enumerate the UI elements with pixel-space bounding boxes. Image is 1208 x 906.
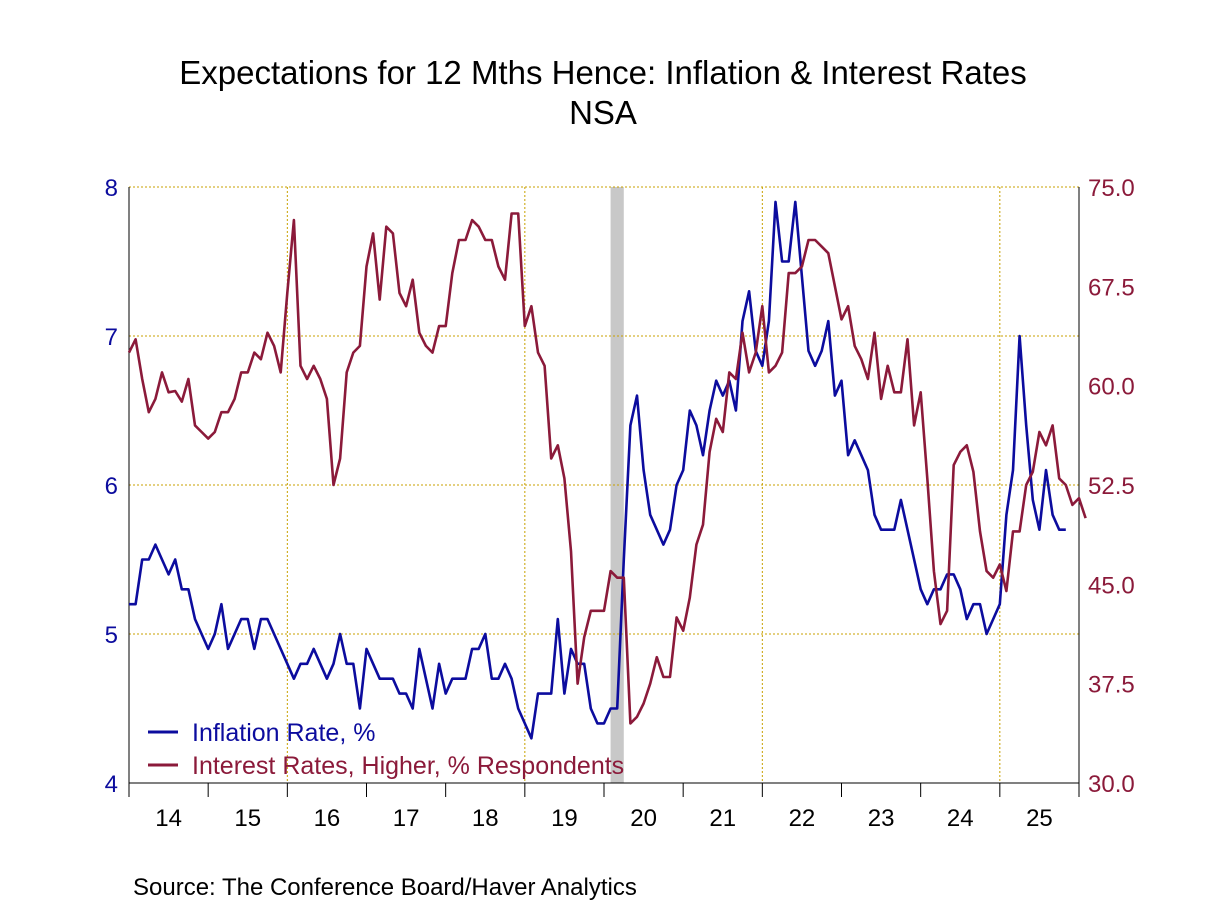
y-right-tick-label: 75.0 — [1088, 175, 1135, 202]
y-right-tick-label: 67.5 — [1088, 274, 1135, 301]
series-inflation-rate-line — [129, 200, 1066, 740]
legend: Inflation Rate, % Interest Rates, Higher… — [148, 719, 624, 780]
x-tick-label: 22 — [789, 805, 816, 832]
x-tick-label: 16 — [314, 805, 341, 832]
y-left-tick-label: 7 — [105, 324, 118, 351]
tick-labels: 4 5 6 7 8 30.0 37.5 45.0 52.5 60.0 67.5 75.0 14 15 16 1… — [105, 175, 1135, 832]
x-tick-label: 14 — [155, 805, 182, 832]
y-left-tick-label: 8 — [105, 175, 118, 202]
gridlines — [129, 186, 1079, 783]
chart-title: Expectations for 12 Mths Hence: Inflatio… — [179, 54, 1026, 91]
y-right-tick-label: 45.0 — [1088, 572, 1135, 599]
x-tick-label: 19 — [551, 805, 578, 832]
legend-label-inflation-rate: Inflation Rate, % — [192, 719, 375, 747]
y-left-tick-label: 6 — [105, 473, 118, 500]
x-tick-label: 23 — [868, 805, 895, 832]
y-left-tick-label: 4 — [105, 771, 118, 798]
legend-label-interest-rates: Interest Rates, Higher, % Respondents — [192, 752, 624, 780]
x-tick-label: 21 — [709, 805, 736, 832]
series-lines — [127, 200, 1087, 740]
y-right-tick-label: 52.5 — [1088, 473, 1135, 500]
x-tick-label: 17 — [393, 805, 420, 832]
x-tick-label: 20 — [630, 805, 657, 832]
source-note: Source: The Conference Board/Haver Analy… — [133, 874, 637, 901]
y-right-tick-label: 60.0 — [1088, 374, 1135, 401]
x-tick-label: 25 — [1026, 805, 1053, 832]
x-tick-label: 18 — [472, 805, 499, 832]
x-tick-label: 24 — [947, 805, 974, 832]
chart-subtitle: NSA — [569, 94, 637, 131]
axes — [128, 187, 1080, 797]
series-interest-rates-line — [127, 212, 1087, 725]
y-left-tick-label: 5 — [105, 622, 118, 649]
y-right-tick-label: 30.0 — [1088, 771, 1135, 798]
y-right-tick-label: 37.5 — [1088, 672, 1135, 699]
x-tick-label: 15 — [234, 805, 261, 832]
